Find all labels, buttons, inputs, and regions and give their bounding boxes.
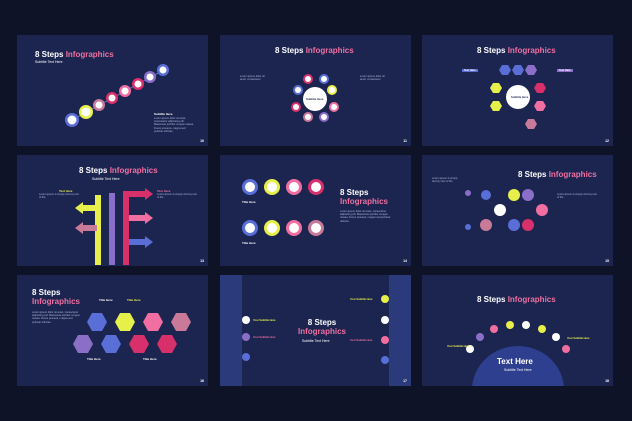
arc-diagram <box>466 321 570 386</box>
callout-text: Lorem ipsum is simply dummy text of the <box>432 177 458 184</box>
slide-subtitle: Subtitle Text Here <box>35 60 63 64</box>
step-label: Your Subtitle Here <box>447 345 470 348</box>
hexagon-grid <box>73 313 191 353</box>
description: Lorem ipsum dolor sit amet, consectetur … <box>340 210 391 223</box>
tag: Text Here <box>462 69 478 72</box>
step-label: Title Here <box>99 298 113 302</box>
step-label: Title Here <box>242 241 256 245</box>
cluster-diagram <box>465 189 548 231</box>
arrow-label: Text Here <box>59 189 73 193</box>
tag: Text Here <box>557 69 573 72</box>
arrows-diagram <box>75 188 153 265</box>
step-label: Title Here <box>242 200 256 204</box>
arrow-text: Lorem ipsum is simply dummy text of the <box>157 193 197 200</box>
slide-13[interactable]: 8 Steps Infographics Subtitle Text Here … <box>17 155 208 266</box>
slide-title: 8 Steps Infographics <box>298 318 347 336</box>
slide-15[interactable]: 8 Steps Infographics Lorem ipsum is simp… <box>422 155 613 266</box>
hexagon-radial-diagram <box>490 65 546 129</box>
slide-17[interactable]: 8 Steps Infographics Subtitle Text Here Y… <box>220 275 411 386</box>
center-label: Subtitle Here <box>306 97 324 101</box>
step-label: Title Here <box>127 298 141 302</box>
slide-18[interactable]: 8 Steps Infographics Text Here Subtitle … <box>422 275 613 386</box>
step-label: Title Here <box>87 357 101 361</box>
hexagon-chain-diagram <box>65 64 169 127</box>
slide-title: 8 Steps Infographics <box>477 295 556 304</box>
arrow-text: Lorem ipsum is simply dummy text of the <box>39 193 79 200</box>
page-number: 12 <box>605 139 609 143</box>
slide-title: 8 Steps Infographics <box>477 46 556 55</box>
callout-text: Lorem ipsum dolor sit amet, consectetur <box>360 75 385 82</box>
slide-11[interactable]: 8 Steps Infographics Subtitle Here Lorem… <box>220 35 411 146</box>
page-number: 18 <box>605 379 609 383</box>
step-label: Your Subtitle Here <box>567 337 590 340</box>
slide-subtitle: Subtitle Text Here <box>302 339 330 343</box>
step-label: Your Subtitle Here <box>253 336 276 339</box>
callout-text: Lorem ipsum dolor sit amet, consectetur <box>240 75 265 82</box>
page-number: 11 <box>403 139 407 143</box>
step-label: Title Here <box>143 357 157 361</box>
slide-title: 8 Steps Infographics <box>35 50 114 59</box>
page-number: 14 <box>403 259 407 263</box>
callout-text: Lorem ipsum dolor sit amet, consectetur … <box>154 117 194 133</box>
step-label: Your Subtitle Here <box>350 339 373 342</box>
icon-arrow-rows <box>242 179 324 236</box>
center-title: Text Here <box>497 357 533 366</box>
slide-title: 8 Steps Infographics <box>275 46 354 55</box>
slide-title: 8 Steps Infographics <box>79 166 158 175</box>
center-label: Subtitle Here <box>511 95 529 99</box>
slide-10[interactable]: 8 Steps Infographics Subtitle Text Here … <box>17 35 208 146</box>
center-subtitle: Subtitle Text Here <box>504 368 532 372</box>
slide-title: 8 Steps Infographics <box>32 288 81 306</box>
page-number: 10 <box>200 139 204 143</box>
arrow-label: Text Here <box>157 189 171 193</box>
side-curves <box>220 275 411 386</box>
description: Lorem ipsum dolor sit amet, consectetur … <box>32 311 80 324</box>
step-label: Your Subtitle Here <box>253 319 276 322</box>
slide-14[interactable]: 8 Steps Infographics Lorem ipsum dolor si… <box>220 155 411 266</box>
page-number: 13 <box>200 259 204 263</box>
radial-diagram <box>291 74 339 122</box>
page-number: 17 <box>403 379 407 383</box>
slide-12[interactable]: 8 Steps Infographics Subtitle Here Text … <box>422 35 613 146</box>
slide-subtitle: Subtitle Text Here <box>92 177 120 181</box>
slide-16[interactable]: 8 Steps Infographics Lorem ipsum dolor si… <box>17 275 208 386</box>
step-label: Your Subtitle Here <box>350 298 373 301</box>
page-number: 15 <box>605 259 609 263</box>
page-number: 16 <box>200 379 204 383</box>
callout-text: Lorem ipsum is simply dummy text of the <box>557 193 597 200</box>
slide-title: 8 Steps Infographics <box>518 170 597 179</box>
callout-label: Subtitle Here <box>154 112 173 116</box>
slide-title: 8 Steps Infographics <box>340 188 389 206</box>
